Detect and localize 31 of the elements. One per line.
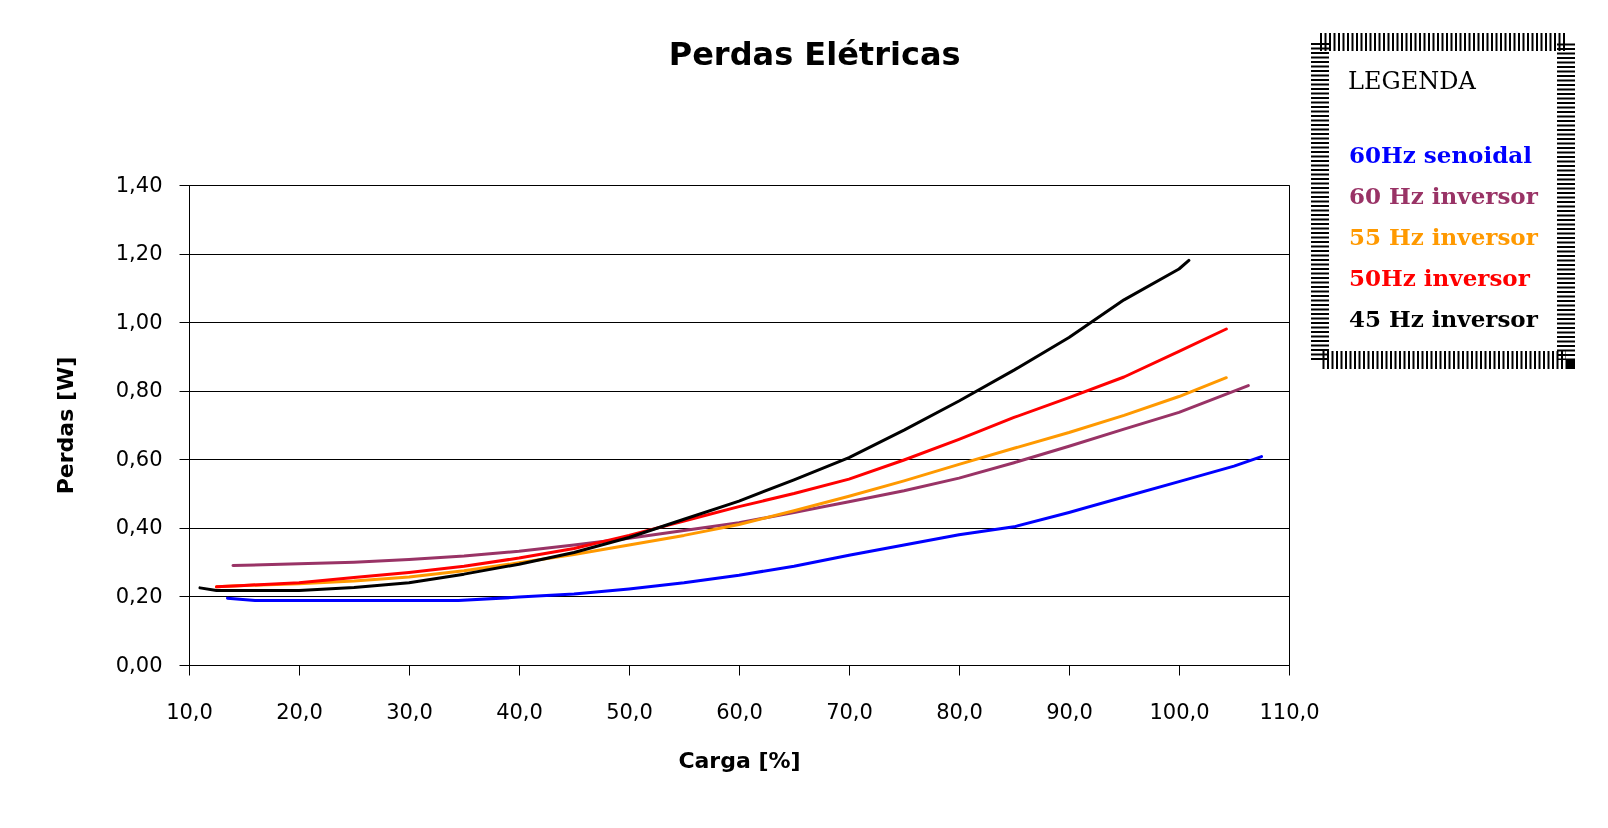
y-tick-label: 1,20 xyxy=(115,241,163,266)
y-tick-label: 1,40 xyxy=(115,172,163,197)
y-tick-label: 0,20 xyxy=(115,583,163,608)
line-series xyxy=(226,455,1263,603)
x-tick-label: 50,0 xyxy=(606,699,653,724)
x-tick-label: 60,0 xyxy=(716,699,763,724)
x-tick-label: 70,0 xyxy=(826,699,873,724)
text: 45 Hz inversor xyxy=(1349,304,1539,332)
text: 60 Hz inversor xyxy=(1349,181,1539,209)
x-tick-label: 80,0 xyxy=(936,699,983,724)
line-series xyxy=(215,327,1228,589)
line-series xyxy=(231,384,1250,568)
text: 50Hz inversor xyxy=(1349,263,1531,291)
x-tick-label: 10,0 xyxy=(166,699,213,724)
x-tick-label: 100,0 xyxy=(1149,699,1210,724)
y-axis-title: Perdas [W] xyxy=(52,356,78,495)
text: 60Hz senoidal xyxy=(1349,140,1533,168)
x-tick-label: 40,0 xyxy=(496,699,543,724)
y-tick-label: 0,80 xyxy=(115,378,163,403)
y-tick-label: 1,00 xyxy=(115,309,163,334)
y-tick-label: 0,60 xyxy=(115,446,163,471)
legend-title: LEGENDA xyxy=(1348,67,1477,95)
x-tick-label: 20,0 xyxy=(276,699,323,724)
text: 55 Hz inversor xyxy=(1349,222,1539,250)
x-tick-label: 30,0 xyxy=(386,699,433,724)
x-tick-label: 110,0 xyxy=(1259,699,1320,724)
y-tick-label: 0,00 xyxy=(115,652,163,677)
chart-title: Perdas Elétricas xyxy=(668,35,961,73)
y-tick-label: 0,40 xyxy=(115,515,163,540)
x-axis-title: Carga [%] xyxy=(678,747,801,773)
x-tick-label: 90,0 xyxy=(1046,699,1093,724)
